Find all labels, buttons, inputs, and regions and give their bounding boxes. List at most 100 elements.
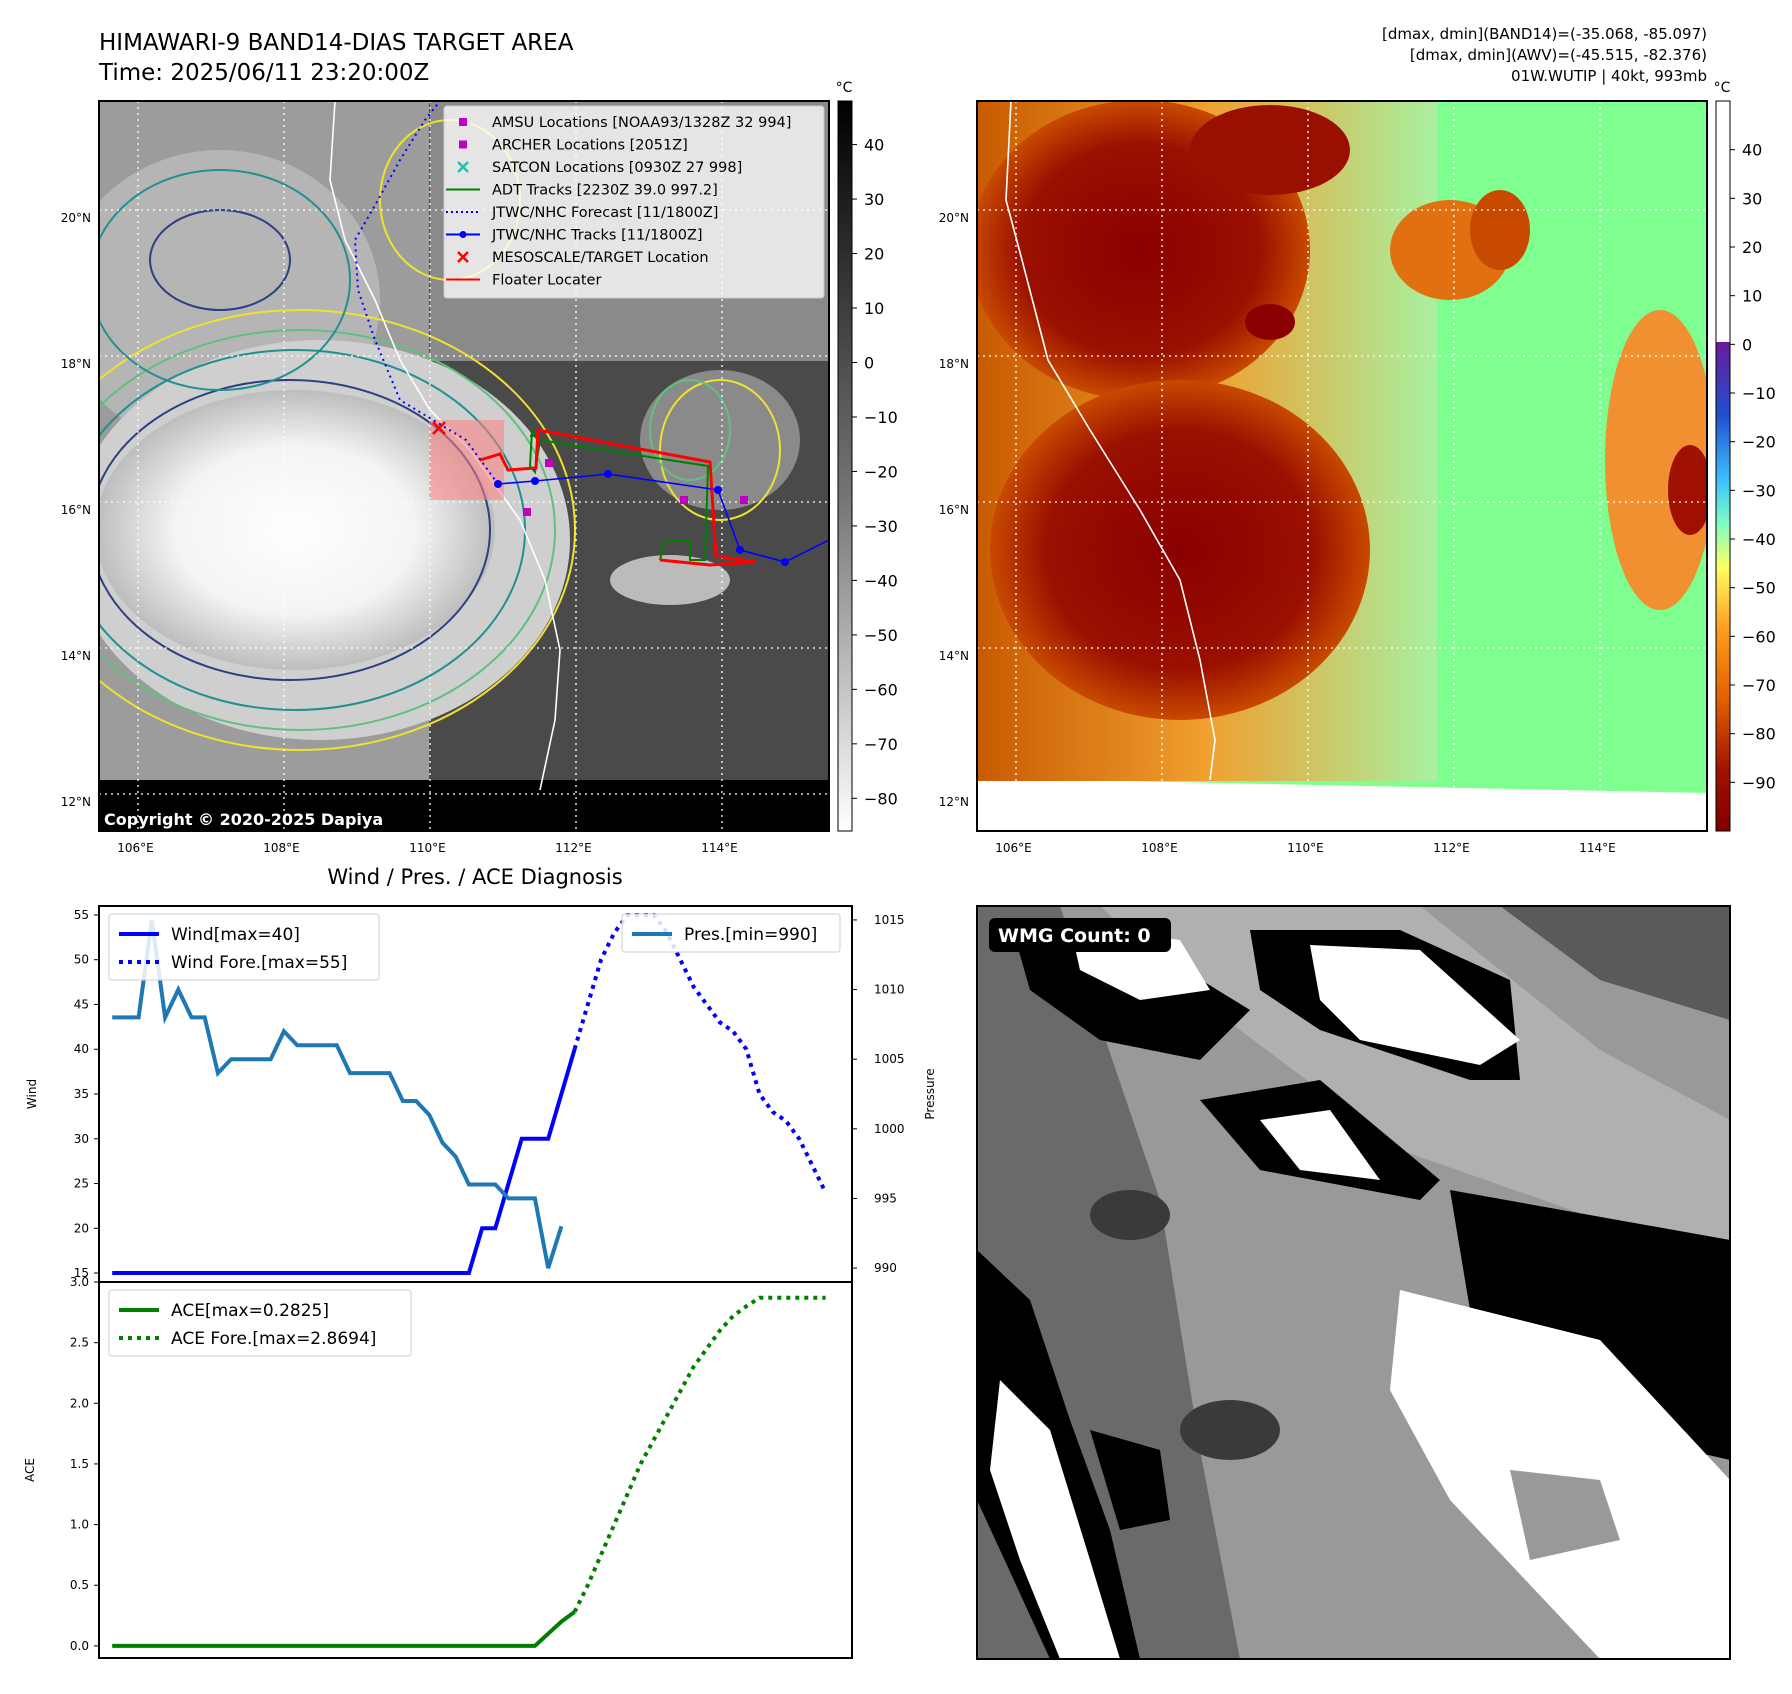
wv-map-panel: °C 403020100−10−20−30−40−50−60−70−80−90 … — [939, 80, 1776, 855]
wmg-panel: WMG Count: 0 — [976, 905, 1731, 1660]
ir-colorbar-tick: −70 — [864, 735, 898, 754]
wv-lat-label: 18°N — [939, 357, 969, 371]
ir-lon-label: 106°E — [117, 841, 154, 855]
wv-lat-label: 14°N — [939, 649, 969, 663]
wv-lat-label: 12°N — [939, 795, 969, 809]
wv-colorbar-tick: −40 — [1742, 530, 1776, 549]
main-title: HIMAWARI-9 BAND14-DIAS TARGET AREA — [99, 30, 574, 56]
ace-tick: 2.0 — [70, 1396, 89, 1410]
wv-colorbar-tick: 30 — [1742, 189, 1762, 208]
ir-colorbar-tick: −30 — [864, 517, 898, 536]
ir-colorbar-tick: −60 — [864, 680, 898, 699]
wv-colorbar-tick: −70 — [1742, 676, 1776, 695]
wv-lat-label: 20°N — [939, 211, 969, 225]
wind-tick: 45 — [74, 997, 89, 1011]
pressure-tick: 990 — [874, 1261, 897, 1275]
legend-entry: ACE[max=0.2825] — [171, 1301, 329, 1321]
legend-entry: JTWC/NHC Tracks [11/1800Z] — [491, 228, 703, 244]
ace-tick: 1.0 — [70, 1518, 89, 1532]
legend-entry: MESOSCALE/TARGET Location — [492, 250, 709, 266]
ace-tick: 2.5 — [70, 1336, 89, 1350]
ace-forecast-series — [572, 1295, 826, 1613]
ir-legend: AMSU Locations [NOAA93/1328Z 32 994] ARCH… — [443, 105, 825, 299]
ir-colorbar-tick: 40 — [864, 136, 884, 155]
wmg-imagery — [977, 906, 1730, 1659]
wv-lon-label: 112°E — [1433, 841, 1470, 855]
info-band14: [dmax, dmin](BAND14)=(-35.068, -85.097) — [1382, 25, 1707, 43]
legend-entry: JTWC/NHC Forecast [11/1800Z] — [491, 205, 718, 221]
pressure-tick: 995 — [874, 1191, 897, 1205]
wind-tick: 15 — [74, 1266, 89, 1280]
wv-lon-label: 110°E — [1287, 841, 1324, 855]
ace-series — [112, 1610, 576, 1648]
ir-lat-label: 16°N — [61, 503, 91, 517]
wv-colorbar-unit: °C — [1714, 80, 1731, 96]
ir-colorbar-unit: °C — [836, 80, 853, 96]
wind-axis-label: Wind — [25, 1079, 39, 1109]
ir-colorbar-tick: 10 — [864, 299, 884, 318]
info-storm: 01W.WUTIP | 40kt, 993mb — [1511, 67, 1707, 85]
time-label: Time: 2025/06/11 23:20:00Z — [98, 60, 429, 86]
ir-lon-label: 110°E — [409, 841, 446, 855]
wind-legend: Wind[max=40] Wind Fore.[max=55] — [108, 913, 380, 981]
wv-lon-label: 114°E — [1579, 841, 1616, 855]
ir-lon-label: 112°E — [555, 841, 592, 855]
ir-colorbar-tick: 0 — [864, 353, 874, 372]
ir-colorbar-tick: −80 — [864, 789, 898, 808]
wv-colorbar-tick: −30 — [1742, 481, 1776, 500]
wv-colorbar-tick: 40 — [1742, 141, 1762, 160]
legend-entry: ARCHER Locations [2051Z] — [492, 138, 688, 154]
ace-legend: ACE[max=0.2825] ACE Fore.[max=2.8694] — [108, 1289, 412, 1357]
wv-colorbar — [1715, 100, 1731, 832]
ir-map-panel: Copyright © 2020-2025 Dapiya AMSU Locati… — [61, 80, 898, 855]
legend-entry: AMSU Locations [NOAA93/1328Z 32 994] — [492, 115, 791, 131]
pressure-tick: 1015 — [874, 913, 905, 927]
legend-entry: Wind Fore.[max=55] — [171, 953, 347, 973]
wv-imagery — [977, 101, 1707, 831]
ir-colorbar-tick: −50 — [864, 626, 898, 645]
ir-lon-label: 108°E — [263, 841, 300, 855]
ir-lat-label: 18°N — [61, 357, 91, 371]
legend-entry: Wind[max=40] — [171, 925, 300, 945]
ir-colorbar-tick: 20 — [864, 245, 884, 264]
wind-tick: 25 — [74, 1177, 89, 1191]
legend-entry: Floater Locater — [492, 273, 601, 289]
wind-forecast-series — [572, 913, 828, 1194]
legend-entry: ACE Fore.[max=2.8694] — [171, 1329, 376, 1349]
wind-tick: 30 — [74, 1132, 89, 1146]
wind-tick: 55 — [74, 908, 89, 922]
wind-series — [112, 1048, 577, 1275]
pressure-tick: 1005 — [874, 1052, 905, 1066]
legend-entry: SATCON Locations [0930Z 27 998] — [492, 160, 742, 176]
ace-tick: 3.0 — [70, 1275, 89, 1289]
ace-tick: 0.5 — [70, 1578, 89, 1592]
legend-entry: Pres.[min=990] — [684, 925, 817, 945]
wv-colorbar-tick: −90 — [1742, 773, 1776, 792]
ir-lat-label: 14°N — [61, 649, 91, 663]
wv-colorbar-tick: −60 — [1742, 627, 1776, 646]
wv-colorbar-tick: −50 — [1742, 579, 1776, 598]
ace-axis-label: ACE — [23, 1458, 37, 1482]
ir-lat-label: 20°N — [61, 211, 91, 225]
legend-entry: ADT Tracks [2230Z 39.0 997.2] — [492, 183, 718, 199]
pressure-legend: Pres.[min=990] — [621, 913, 841, 953]
wv-colorbar-tick: 10 — [1742, 287, 1762, 306]
pressure-series — [112, 919, 564, 1269]
ir-colorbar — [837, 100, 853, 832]
info-awv: [dmax, dmin](AWV)=(-45.515, -82.376) — [1410, 46, 1707, 64]
wmg-count-badge: WMG Count: 0 — [998, 925, 1151, 947]
wind-tick: 35 — [74, 1087, 89, 1101]
ace-tick: 0.0 — [70, 1639, 89, 1653]
ir-colorbar-tick: −10 — [864, 408, 898, 427]
wv-colorbar-tick: −10 — [1742, 384, 1776, 403]
pressure-tick: 1000 — [874, 1122, 905, 1136]
wind-tick: 50 — [74, 953, 89, 967]
pressure-axis-label: Pressure — [923, 1068, 937, 1119]
ir-colorbar-tick: −20 — [864, 462, 898, 481]
wv-colorbar-tick: −20 — [1742, 433, 1776, 452]
wv-lon-label: 106°E — [995, 841, 1032, 855]
wv-lat-label: 16°N — [939, 503, 969, 517]
wv-colorbar-tick: −80 — [1742, 725, 1776, 744]
